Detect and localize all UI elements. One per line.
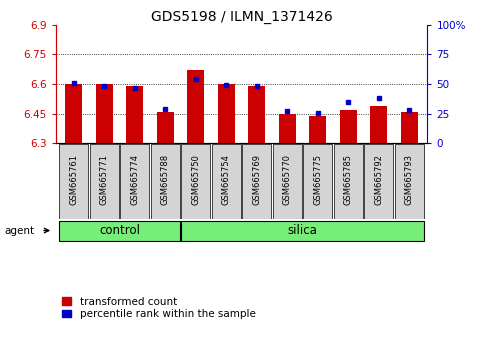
Text: GSM665770: GSM665770 bbox=[283, 154, 292, 205]
Text: GSM665761: GSM665761 bbox=[70, 154, 78, 205]
FancyBboxPatch shape bbox=[181, 221, 424, 241]
Title: GDS5198 / ILMN_1371426: GDS5198 / ILMN_1371426 bbox=[151, 10, 332, 24]
Bar bbox=[248, 86, 265, 143]
FancyBboxPatch shape bbox=[395, 144, 424, 219]
Text: GSM665769: GSM665769 bbox=[252, 154, 261, 205]
Text: GSM665793: GSM665793 bbox=[405, 154, 413, 205]
Text: agent: agent bbox=[5, 225, 35, 235]
FancyBboxPatch shape bbox=[212, 144, 241, 219]
Legend: transformed count, percentile rank within the sample: transformed count, percentile rank withi… bbox=[61, 296, 256, 320]
Bar bbox=[218, 84, 235, 143]
Text: control: control bbox=[99, 224, 140, 237]
FancyBboxPatch shape bbox=[59, 221, 180, 241]
FancyBboxPatch shape bbox=[90, 144, 119, 219]
Bar bbox=[401, 112, 417, 143]
FancyBboxPatch shape bbox=[334, 144, 363, 219]
FancyBboxPatch shape bbox=[181, 144, 210, 219]
Bar bbox=[187, 70, 204, 143]
Text: GSM665788: GSM665788 bbox=[161, 154, 170, 205]
FancyBboxPatch shape bbox=[120, 144, 149, 219]
Text: GSM665750: GSM665750 bbox=[191, 154, 200, 205]
Bar bbox=[66, 84, 82, 143]
Text: GSM665775: GSM665775 bbox=[313, 154, 322, 205]
FancyBboxPatch shape bbox=[151, 144, 180, 219]
FancyBboxPatch shape bbox=[303, 144, 332, 219]
Bar bbox=[127, 86, 143, 143]
Bar bbox=[279, 114, 296, 143]
Bar bbox=[309, 116, 326, 143]
Bar bbox=[370, 106, 387, 143]
FancyBboxPatch shape bbox=[364, 144, 393, 219]
Text: silica: silica bbox=[287, 224, 317, 237]
Text: GSM665771: GSM665771 bbox=[100, 154, 109, 205]
FancyBboxPatch shape bbox=[242, 144, 271, 219]
FancyBboxPatch shape bbox=[273, 144, 302, 219]
Text: GSM665785: GSM665785 bbox=[344, 154, 353, 205]
Text: GSM665754: GSM665754 bbox=[222, 154, 231, 205]
Text: GSM665774: GSM665774 bbox=[130, 154, 139, 205]
Bar bbox=[340, 110, 356, 143]
Text: GSM665792: GSM665792 bbox=[374, 154, 383, 205]
Bar bbox=[96, 84, 113, 143]
Bar bbox=[157, 112, 174, 143]
FancyBboxPatch shape bbox=[59, 144, 88, 219]
